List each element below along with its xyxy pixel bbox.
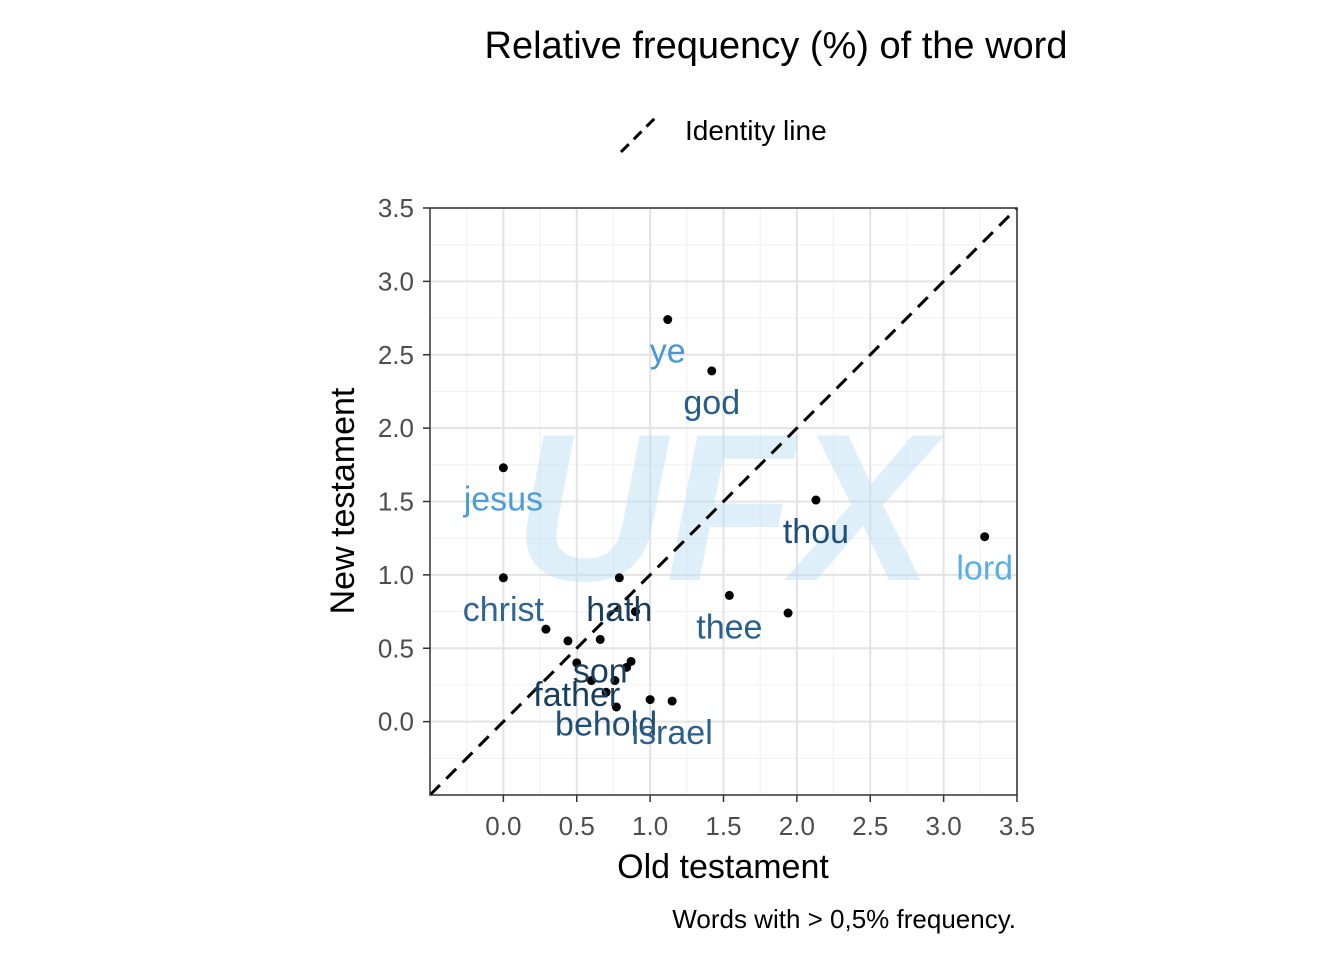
point-label-thee: thee	[696, 608, 762, 646]
x-tick-label: 2.5	[852, 811, 888, 841]
y-tick-label: 2.0	[378, 413, 414, 443]
data-points	[498, 315, 990, 712]
point-label-ye: ye	[650, 333, 686, 371]
point-label-israel: israel	[632, 714, 713, 752]
grid	[430, 207, 1018, 795]
y-tick-label: 1.0	[378, 560, 414, 590]
data-point	[614, 573, 624, 583]
data-point	[707, 366, 717, 376]
y-tick-label: 2.5	[378, 340, 414, 370]
y-tick-label: 1.5	[378, 487, 414, 517]
y-axis-title: New testament	[324, 387, 362, 614]
data-point	[663, 315, 673, 325]
x-tick-label: 1.0	[632, 811, 668, 841]
y-tick-label: 0.0	[378, 707, 414, 737]
data-point	[667, 696, 677, 706]
chart-caption: Words with > 0,5% frequency.	[672, 904, 1016, 934]
x-axis-ticks: 0.0 0.5 1.0 1.5 2.0 2.5 3.0 3.5	[485, 795, 1035, 841]
point-label-christ: christ	[463, 591, 545, 629]
legend-identity-line-key	[619, 114, 659, 154]
data-point	[563, 636, 573, 646]
data-point	[601, 687, 611, 697]
y-tick-label: 3.0	[378, 266, 414, 296]
data-point	[611, 702, 621, 712]
y-axis-ticks: 0.0 0.5 1.0 1.5 2.0 2.5 3.0 3.5	[378, 193, 430, 737]
point-label-son: son	[573, 652, 628, 690]
data-point	[645, 695, 655, 705]
x-tick-label: 3.0	[926, 811, 962, 841]
chart-title: Relative frequency (%) of the word	[485, 25, 1068, 67]
point-label-father: father	[533, 676, 620, 714]
data-point	[783, 608, 793, 618]
x-tick-label: 0.0	[485, 811, 521, 841]
identity-line	[428, 206, 1019, 797]
point-labels: ye god jesus thou lord christ hath thee sonfathe…	[463, 333, 1013, 753]
point-label-behold: behold	[555, 705, 657, 743]
data-point	[541, 624, 551, 634]
data-point	[610, 676, 620, 686]
data-point	[595, 634, 605, 644]
identity-line-path	[428, 206, 1019, 797]
x-axis-title: Old testament	[617, 848, 829, 886]
data-point	[622, 662, 632, 672]
point-label-lord: lord	[956, 550, 1013, 588]
point-label-hath: hath	[586, 591, 652, 629]
y-tick-label: 3.5	[378, 193, 414, 223]
data-point	[498, 573, 508, 583]
y-tick-label: 0.5	[378, 633, 414, 663]
data-point	[572, 658, 582, 668]
data-point	[630, 607, 640, 617]
x-tick-label: 2.0	[779, 811, 815, 841]
data-point	[811, 495, 821, 505]
point-label-god: god	[683, 384, 740, 422]
legend-identity-line-label: Identity line	[685, 115, 827, 146]
data-point	[980, 532, 990, 542]
x-tick-label: 0.5	[559, 811, 595, 841]
point-label-thou: thou	[783, 513, 849, 551]
point-label-jesus: jesus	[463, 481, 543, 519]
data-point	[724, 590, 734, 600]
data-point	[498, 463, 508, 473]
x-tick-label: 3.5	[999, 811, 1035, 841]
x-tick-label: 1.5	[705, 811, 741, 841]
legend: Identity line	[619, 114, 827, 154]
data-point	[586, 676, 596, 686]
watermark-logo: UFX	[514, 390, 945, 625]
